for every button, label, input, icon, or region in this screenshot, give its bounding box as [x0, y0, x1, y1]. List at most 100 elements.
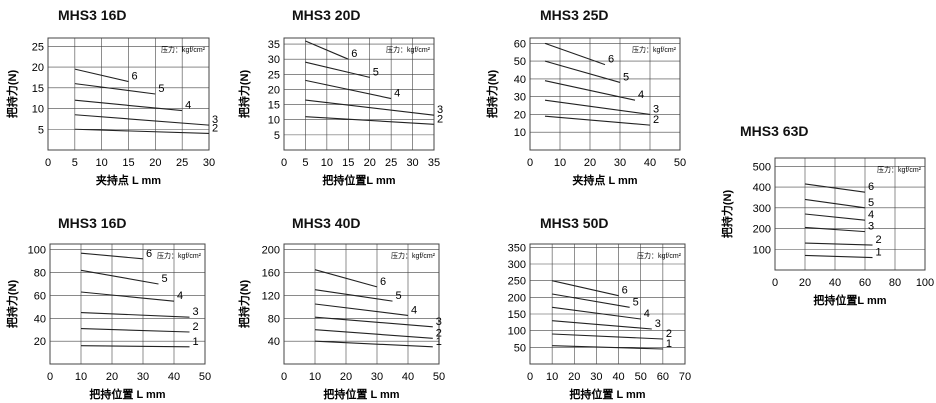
x-tick-label: 20 — [106, 371, 118, 383]
x-tick-label: 25 — [385, 157, 397, 169]
series-label-3: 3 — [437, 104, 443, 116]
y-tick-label: 40 — [514, 74, 526, 86]
series-label-2: 2 — [436, 327, 442, 339]
x-tick-label: 20 — [568, 371, 580, 383]
series-label-2: 2 — [437, 113, 443, 125]
series-label-1: 1 — [436, 336, 442, 348]
y-tick-label: 160 — [262, 268, 280, 280]
series-line-5 — [314, 289, 393, 302]
series-line-1 — [804, 254, 873, 259]
series-line-6 — [80, 252, 144, 260]
chart-mhs3-16d-bottom: MHS3 16D 0 10 20 30 40 50 20 40 60 80 100 把持位置 L mm 把… — [0, 210, 230, 401]
x-tick-label: 70 — [679, 371, 691, 383]
series-line-3 — [804, 226, 866, 233]
x-tick-label: 40 — [168, 371, 180, 383]
y-tick-label: 5 — [274, 130, 280, 142]
y-tick-label: 60 — [34, 290, 46, 302]
series-label-6: 6 — [608, 54, 614, 66]
y-tick-label: 15 — [32, 83, 44, 95]
chart-mhs3-20d: MHS3 20D 0 5 10 15 20 25 30 35 5 10 15 20 25 30 35 把持位置L… — [232, 0, 462, 195]
chart-mhs3-63d: MHS3 63D 0 20 40 60 80 100 100 200 300 400 500 把持位置L… — [715, 122, 936, 312]
chart-mhs3-16d-top: MHS3 16D 0 5 10 15 20 25 30 5 10 15 20 25 夹持点 L mm 把持力… — [0, 0, 230, 195]
series-line-5 — [305, 61, 370, 78]
series-label-6: 6 — [380, 276, 386, 288]
x-tick-label: 10 — [75, 371, 87, 383]
plot-frame — [529, 243, 686, 365]
plot-frame — [774, 157, 926, 271]
y-tick-label: 400 — [753, 182, 771, 194]
chart-title: MHS3 25D — [540, 7, 608, 23]
y-tick-label: 10 — [268, 115, 280, 127]
chart-svg: MHS3 40D 0 10 20 30 40 50 40 80 120 160 200 把持位置 L m… — [237, 215, 445, 401]
x-tick-label: 50 — [433, 371, 445, 383]
x-tick-label: 30 — [371, 371, 383, 383]
series-label-3: 3 — [655, 318, 661, 330]
x-axis-label: 把持位置 L mm — [569, 387, 645, 401]
y-tick-label: 200 — [262, 245, 280, 257]
x-tick-label: 10 — [96, 157, 108, 169]
x-tick-label: 50 — [674, 157, 686, 169]
x-tick-label: 10 — [546, 371, 558, 383]
pressure-note: 压力：kgf/cm² — [391, 251, 436, 260]
series-line-4 — [544, 80, 636, 101]
x-tick-label: 80 — [889, 277, 901, 289]
series-label-3: 3 — [212, 114, 218, 126]
y-tick-label: 250 — [508, 276, 526, 288]
y-tick-label: 100 — [753, 244, 771, 256]
y-tick-label: 120 — [262, 290, 280, 302]
series-line-3 — [314, 316, 433, 328]
series-line-6 — [544, 42, 606, 66]
series-label-5: 5 — [633, 296, 639, 308]
pressure-note: 压力：kgf/cm² — [637, 251, 682, 260]
pressure-note: 压力：kgf/cm² — [877, 165, 922, 174]
y-tick-label: 200 — [753, 224, 771, 236]
chart-svg: MHS3 63D 0 20 40 60 80 100 100 200 300 400 500 把持位置L… — [720, 123, 934, 307]
x-tick-label: 0 — [527, 371, 533, 383]
y-tick-label: 500 — [753, 161, 771, 173]
series-line-2 — [80, 328, 190, 333]
series-line-2 — [544, 115, 651, 126]
y-tick-label: 10 — [32, 104, 44, 116]
chart-title: MHS3 63D — [740, 123, 808, 139]
series-line-4 — [305, 79, 392, 100]
plot-frame — [49, 243, 206, 365]
x-tick-label: 50 — [635, 371, 647, 383]
plot-frame — [283, 243, 440, 365]
y-tick-label: 200 — [508, 292, 526, 304]
x-tick-label: 30 — [137, 371, 149, 383]
series-label-6: 6 — [132, 71, 138, 83]
series-line-2 — [314, 329, 433, 339]
series-label-5: 5 — [162, 273, 168, 285]
series-label-1: 1 — [193, 336, 199, 348]
series-line-1 — [552, 345, 663, 350]
x-tick-label: 20 — [364, 157, 376, 169]
series-line-2 — [305, 116, 435, 125]
series-label-3: 3 — [436, 316, 442, 328]
x-tick-label: 20 — [799, 277, 811, 289]
y-axis-label: 把持力(N) — [720, 190, 734, 239]
y-tick-label: 15 — [268, 100, 280, 112]
series-line-5 — [80, 269, 159, 285]
series-line-3 — [552, 320, 652, 330]
series-line-5 — [552, 293, 630, 308]
pressure-note: 压力：kgf/cm² — [157, 251, 202, 260]
x-tick-label: 40 — [612, 371, 624, 383]
series-label-1: 1 — [666, 338, 672, 350]
y-tick-label: 100 — [28, 245, 46, 257]
pressure-note: 压力：kgf/cm² — [161, 45, 206, 54]
y-tick-label: 300 — [753, 203, 771, 215]
x-axis-label: 夹持点 L mm — [572, 173, 637, 187]
x-axis-label: 把持位置 L mm — [323, 387, 399, 401]
y-tick-label: 300 — [508, 259, 526, 271]
chart-mhs3-50d: MHS3 50D 0 10 20 30 40 50 60 70 50 100 150 200 250 300… — [480, 210, 710, 401]
series-label-5: 5 — [373, 66, 379, 78]
y-tick-label: 30 — [268, 54, 280, 66]
x-tick-label: 30 — [203, 157, 215, 169]
y-tick-label: 350 — [508, 242, 526, 254]
chart-svg: MHS3 25D 0 10 20 30 40 50 10 20 30 40 50 60 夹持点 L mm 把… — [485, 7, 686, 187]
x-tick-label: 5 — [72, 157, 78, 169]
series-line-4 — [80, 291, 175, 302]
chart-title: MHS3 20D — [292, 7, 360, 23]
